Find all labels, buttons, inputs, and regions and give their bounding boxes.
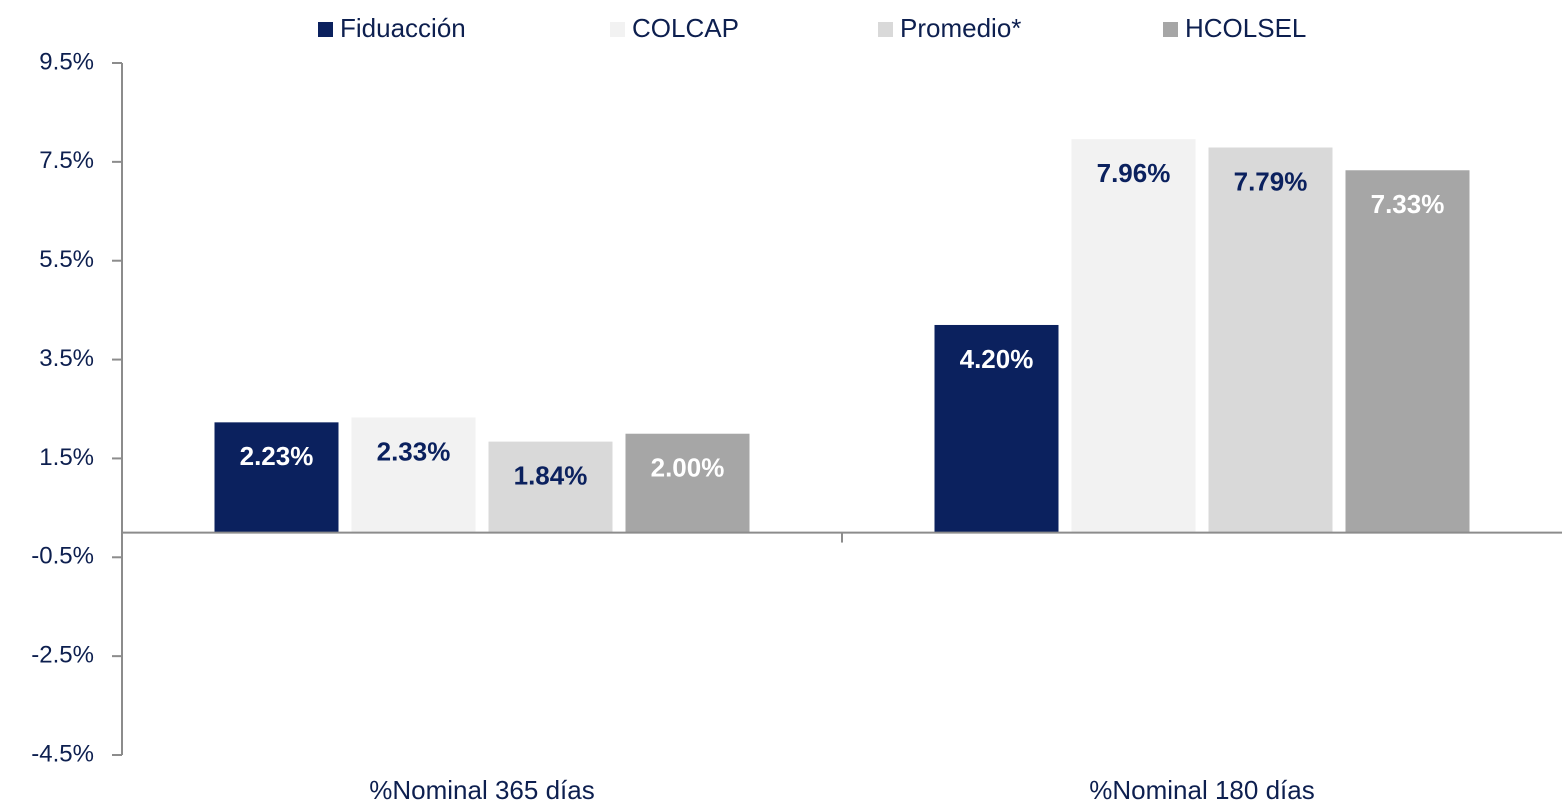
bar: [351, 417, 476, 533]
data-label: 2.23%: [240, 441, 314, 471]
legend-label: Promedio*: [900, 13, 1021, 43]
x-tick-label: %Nominal 180 días: [1089, 775, 1314, 805]
y-tick-label: -2.5%: [31, 641, 94, 668]
data-label: 7.79%: [1234, 166, 1308, 196]
legend-swatch: [1163, 22, 1178, 37]
bar: [934, 324, 1059, 533]
data-label: 1.84%: [514, 460, 588, 490]
data-label: 2.00%: [651, 453, 725, 483]
bar: [1071, 139, 1196, 533]
y-tick-label: -4.5%: [31, 740, 94, 767]
legend-swatch: [878, 22, 893, 37]
y-tick-label: -0.5%: [31, 543, 94, 570]
y-tick-label: 7.5%: [39, 147, 94, 174]
bar: [488, 441, 613, 533]
y-tick-label: 5.5%: [39, 246, 94, 273]
legend-label: HCOLSEL: [1185, 13, 1306, 43]
data-label: 7.96%: [1097, 158, 1171, 188]
y-tick-label: 3.5%: [39, 345, 94, 372]
bar: [1345, 170, 1470, 533]
legend-label: COLCAP: [632, 13, 739, 43]
legend-label: Fiduacción: [340, 13, 466, 43]
data-label: 4.20%: [960, 344, 1034, 374]
y-tick-label: 1.5%: [39, 444, 94, 471]
bar: [214, 422, 339, 533]
legend-swatch: [318, 22, 333, 37]
legend-swatch: [610, 22, 625, 37]
data-label: 2.33%: [377, 436, 451, 466]
y-tick-label: 9.5%: [39, 48, 94, 75]
bar: [1208, 147, 1333, 533]
bar: [625, 433, 750, 533]
x-tick-label: %Nominal 365 días: [369, 775, 594, 805]
data-label: 7.33%: [1371, 189, 1445, 219]
